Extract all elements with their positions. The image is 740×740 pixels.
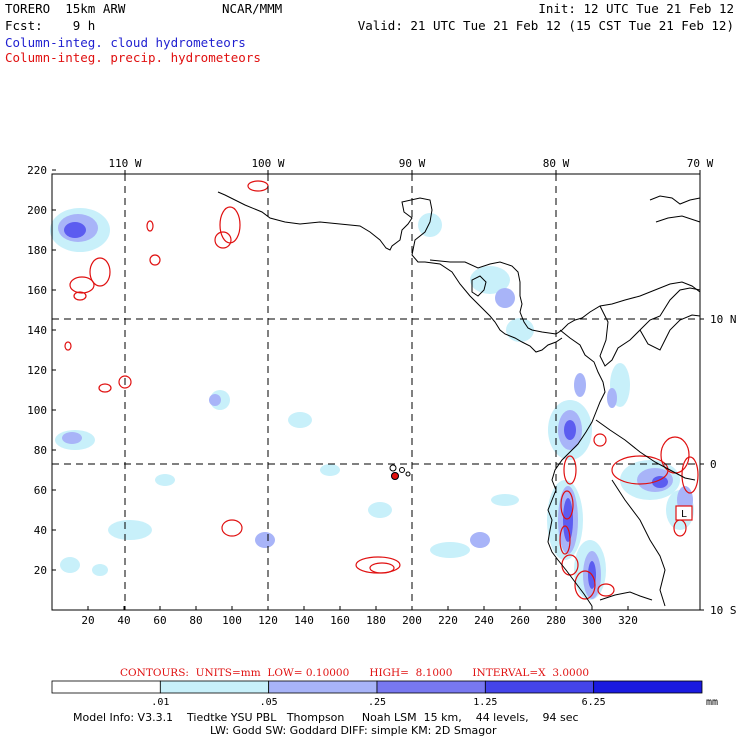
low-marker-box	[675, 505, 693, 521]
galapagos-islands	[389, 464, 411, 480]
x-tick-label: 40	[117, 614, 130, 627]
y-tick-label: 80	[34, 444, 47, 457]
institution-label: NCAR/MMM	[222, 1, 283, 16]
y-tick-label: 120	[27, 364, 47, 377]
y-tick-label: 140	[27, 324, 47, 337]
lon-label: 110 W	[108, 157, 141, 170]
colorbar-segment	[376, 680, 486, 694]
lon-label: 90 W	[399, 157, 426, 170]
colorbar-segment	[268, 680, 378, 694]
valid-time: Valid: 21 UTC Tue 21 Feb 12 (15 CST Tue …	[357, 18, 734, 33]
colorbar-label: 6.25	[581, 697, 606, 708]
colorbar	[51, 680, 703, 694]
contours-info: CONTOURS: UNITS=mm LOW= 0.10000 HIGH= 8.…	[120, 667, 590, 679]
cloud-hydrometeor-shading	[50, 208, 694, 600]
colorbar-segment	[484, 680, 595, 694]
colorbar-segment	[51, 680, 161, 694]
x-tick-label: 60	[153, 614, 166, 627]
model-info: Model Info: V3.3.1 Tiedtke YSU PBL Thomp…	[73, 711, 579, 724]
x-tick-label: 100	[222, 614, 242, 627]
colorbar-segment	[159, 680, 270, 694]
y-tick-label: 160	[27, 284, 47, 297]
y-tick-label: 200	[27, 204, 47, 217]
low-marker-label: L	[681, 509, 687, 520]
x-tick-label: 80	[189, 614, 202, 627]
lon-label: 100 W	[251, 157, 284, 170]
x-tick-label: 240	[474, 614, 494, 627]
x-tick-label: 180	[366, 614, 386, 627]
x-tick-label: 200	[402, 614, 422, 627]
lat-lon-grid	[52, 174, 700, 610]
x-tick-label: 20	[81, 614, 94, 627]
x-tick-label: 120	[258, 614, 278, 627]
x-tick-label: 140	[294, 614, 314, 627]
colorbar-label: .01	[151, 697, 170, 708]
y-tick-label: 220	[27, 164, 47, 177]
x-tick-label: 320	[618, 614, 638, 627]
x-tick-label: 300	[582, 614, 602, 627]
lon-label: 70 W	[687, 157, 714, 170]
x-tick-label: 260	[510, 614, 530, 627]
x-tick-label: 220	[438, 614, 458, 627]
y-tick-label: 180	[27, 244, 47, 257]
x-tick-label: 280	[546, 614, 566, 627]
colorbar-label: .25	[367, 697, 387, 708]
field-precip-label: Column-integ. precip. hydrometeors	[5, 50, 261, 65]
x-tick-label: 160	[330, 614, 350, 627]
y-tick-label: 100	[27, 404, 47, 417]
field-cloud-label: Column-integ. cloud hydrometeors	[5, 35, 246, 50]
map-frame	[51, 173, 701, 611]
model-title: TORERO 15km ARW	[5, 1, 126, 16]
lat-label: 10 S	[710, 604, 737, 617]
colorbar-label: .05	[259, 697, 278, 708]
forecast-hour: Fcst: 9 h	[5, 18, 96, 33]
coastlines	[217, 191, 701, 607]
lon-label: 80 W	[543, 157, 570, 170]
init-time: Init: 12 UTC Tue 21 Feb 12	[538, 1, 734, 16]
colorbar-segment	[593, 680, 703, 694]
y-tick-label: 40	[34, 524, 47, 537]
colorbar-unit: mm	[705, 697, 719, 708]
lat-label: 0	[710, 458, 717, 471]
colorbar-label: 1.25	[473, 697, 498, 708]
y-tick-label: 20	[34, 564, 47, 577]
lat-label: 10 N	[710, 313, 737, 326]
physics-info: LW: Godd SW: Goddard DIFF: simple KM: 2D…	[210, 724, 497, 737]
precip-hydrometeor-contours	[64, 180, 699, 600]
y-tick-label: 60	[34, 484, 47, 497]
